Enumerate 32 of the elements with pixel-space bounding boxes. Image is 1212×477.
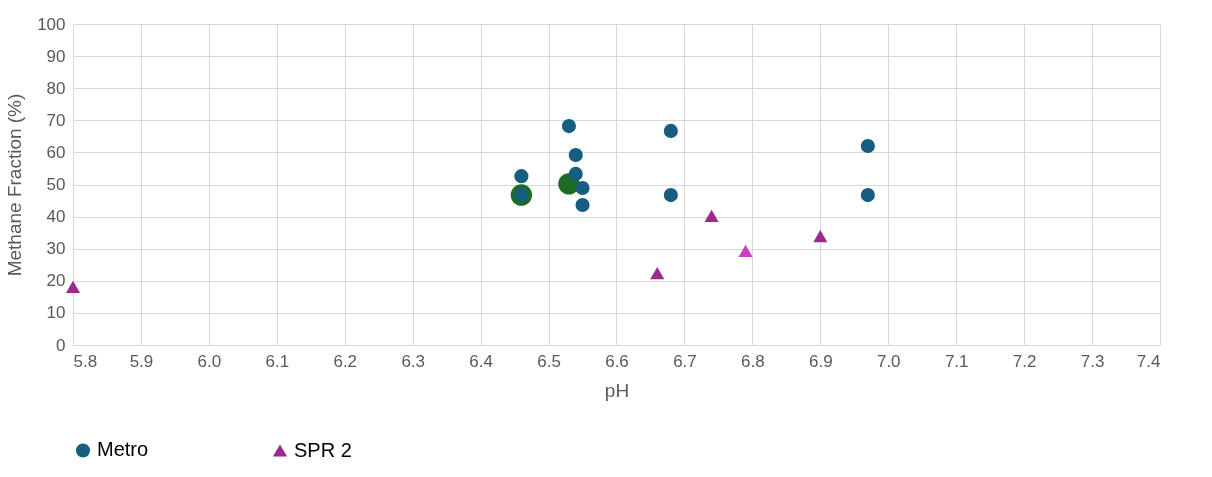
- y-tick-label: 90: [46, 46, 66, 66]
- x-tick-label: 7.3: [1080, 351, 1105, 371]
- legend-label: SPR 2: [294, 438, 352, 461]
- legend-label: Metro: [97, 438, 149, 461]
- x-tick-label: 6.0: [197, 351, 222, 371]
- x-tick-label: 5.9: [129, 351, 154, 371]
- x-tick-label: 7.4: [1136, 351, 1161, 371]
- y-tick-label: 60: [46, 142, 66, 162]
- y-tick-label: 10: [46, 303, 66, 323]
- x-tick-label: 7.2: [1012, 351, 1037, 371]
- x-tick-label: 6.4: [469, 351, 493, 371]
- y-tick-label: 20: [46, 271, 66, 291]
- x-tick-label: 6.1: [265, 351, 290, 371]
- y-tick-label: 80: [46, 78, 66, 98]
- x-tick-label: 6.8: [741, 351, 765, 371]
- y-tick-label: 70: [46, 110, 66, 130]
- y-tick-label: 0: [56, 335, 66, 355]
- x-tick-label: 6.6: [605, 351, 629, 371]
- x-tick-label: 7.0: [876, 351, 901, 371]
- y-axis-title: Methane Fraction (%): [4, 93, 26, 277]
- x-tick-label: 6.5: [537, 351, 561, 371]
- y-tick-label: 30: [46, 239, 66, 259]
- x-tick-label: 6.3: [401, 351, 426, 371]
- x-tick-label: 6.9: [808, 351, 833, 371]
- x-axis-title: pH: [604, 379, 630, 401]
- y-tick-label: 100: [37, 14, 66, 34]
- y-tick-label: 40: [46, 207, 66, 227]
- y-tick-label: 50: [46, 175, 66, 194]
- x-tick-label: 5.8: [73, 351, 98, 371]
- x-tick-label: 6.7: [673, 351, 697, 371]
- x-tick-label: 6.2: [333, 351, 358, 371]
- x-tick-label: 7.1: [944, 351, 969, 371]
